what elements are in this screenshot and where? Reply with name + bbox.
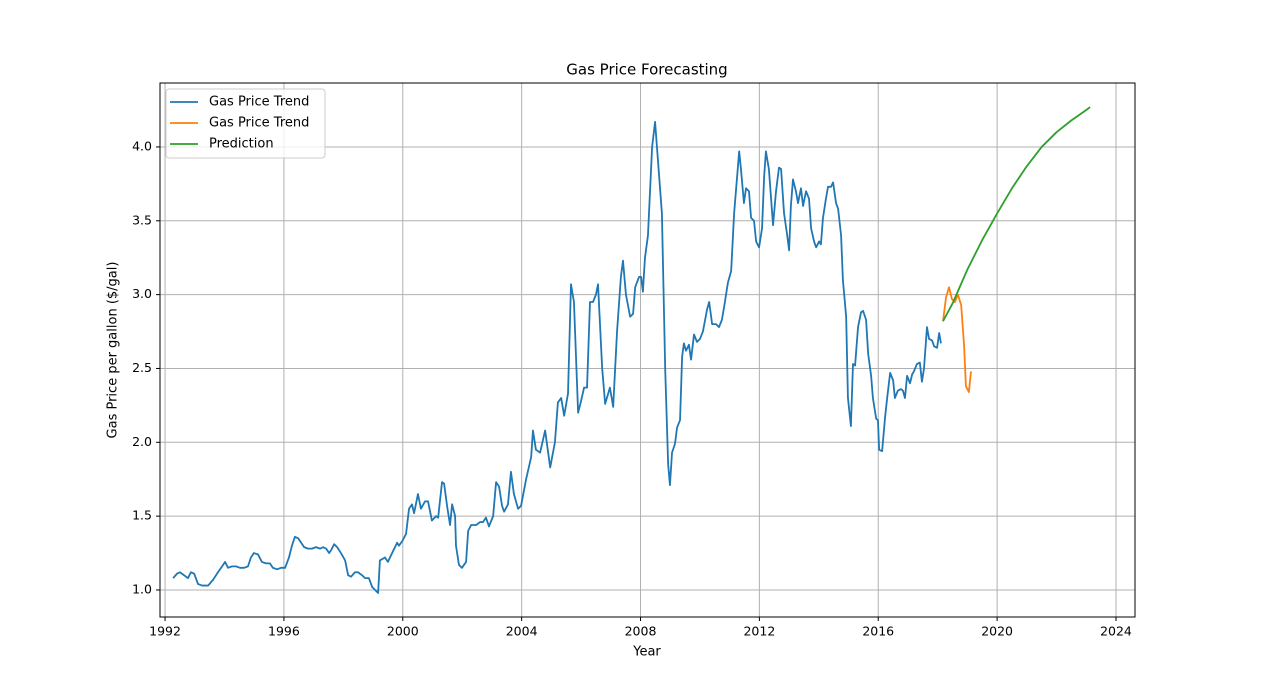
y-axis-label: Gas Price per gallon ($/gal) — [106, 262, 121, 439]
x-tick-label: 1996 — [268, 624, 300, 639]
y-tick-label: 3.0 — [132, 286, 152, 301]
x-axis-label: Year — [632, 645, 661, 660]
series-line — [942, 286, 972, 393]
y-tick-label: 1.0 — [132, 581, 152, 596]
x-tick-label: 2020 — [981, 624, 1013, 639]
y-tick-label: 1.5 — [132, 508, 152, 523]
series-line — [172, 120, 942, 594]
x-tick-label: 2024 — [1100, 624, 1132, 639]
x-tick-label: 2004 — [506, 624, 538, 639]
x-tick-label: 2016 — [862, 624, 894, 639]
plot-frame — [159, 82, 1136, 618]
x-tick-label: 2012 — [743, 624, 775, 639]
y-tick-label: 4.0 — [132, 138, 152, 153]
legend-box — [165, 88, 326, 159]
y-tick-label: 2.5 — [132, 360, 152, 375]
x-tick-label: 1992 — [149, 624, 181, 639]
legend-label: Prediction — [209, 137, 274, 152]
x-tick-label: 2000 — [387, 624, 419, 639]
y-tick-label: 3.5 — [132, 212, 152, 227]
legend-label: Gas Price Trend — [209, 116, 309, 131]
y-tick-label: 2.0 — [132, 434, 152, 449]
legend-label: Gas Price Trend — [209, 95, 309, 110]
series-line — [942, 106, 1091, 322]
chart-title: Gas Price Forecasting — [566, 61, 727, 79]
x-tick-label: 2008 — [625, 624, 657, 639]
